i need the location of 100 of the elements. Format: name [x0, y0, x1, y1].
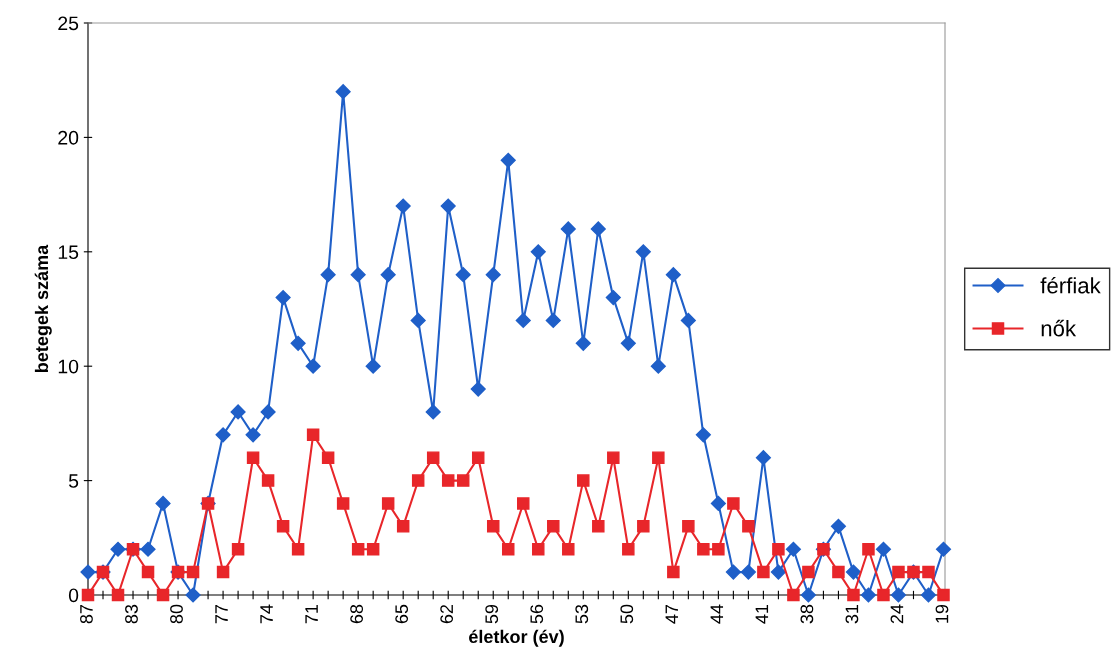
point	[862, 542, 875, 556]
point	[620, 335, 636, 351]
point	[396, 520, 410, 533]
point	[802, 565, 815, 579]
point	[680, 312, 696, 329]
point	[635, 244, 651, 260]
point	[920, 587, 937, 603]
point	[590, 221, 606, 237]
x-tick-label: 87	[80, 604, 93, 624]
point	[471, 451, 485, 464]
x-tick-label: 56	[530, 604, 544, 624]
point	[456, 474, 470, 487]
point	[772, 542, 785, 556]
point	[515, 312, 531, 329]
x-tick-label: 24	[890, 604, 904, 624]
point	[231, 542, 245, 556]
y-tick-label: 20	[58, 130, 79, 145]
point	[770, 564, 786, 580]
point	[665, 267, 681, 283]
x-tick-label: 41	[755, 604, 769, 624]
x-tick-label: 47	[665, 604, 679, 624]
point	[562, 542, 575, 556]
x-tick-label: 53	[575, 604, 589, 624]
point	[411, 474, 425, 487]
point	[697, 542, 710, 556]
point	[440, 198, 456, 214]
point	[111, 588, 125, 602]
point	[860, 587, 877, 603]
point	[875, 541, 892, 557]
point	[381, 497, 395, 510]
legend-label: nők	[1041, 319, 1077, 337]
y-tick-label: 0	[68, 588, 79, 603]
point	[577, 474, 590, 487]
point	[470, 381, 486, 397]
point	[517, 497, 530, 510]
point	[710, 495, 726, 512]
point	[276, 520, 290, 533]
point	[395, 198, 411, 214]
y-tick-label: 10	[58, 359, 79, 374]
point	[637, 520, 650, 533]
point	[141, 565, 155, 579]
x-tick-label: 71	[305, 604, 318, 624]
x-tick-label: 68	[350, 604, 363, 624]
point	[652, 451, 665, 464]
point	[787, 588, 800, 602]
point	[410, 312, 426, 329]
point	[755, 450, 771, 466]
point	[426, 451, 440, 464]
x-tick-label: 83	[125, 604, 138, 624]
point	[800, 587, 816, 603]
point	[667, 565, 680, 579]
point	[622, 542, 635, 556]
point	[455, 267, 471, 283]
x-axis-title: életkor (év)	[469, 629, 564, 647]
point	[682, 520, 695, 533]
point	[605, 289, 621, 306]
point	[80, 564, 96, 580]
point	[351, 542, 365, 556]
point	[216, 565, 230, 579]
point	[845, 564, 862, 580]
point	[306, 428, 320, 442]
point	[321, 451, 335, 464]
point	[725, 564, 741, 580]
point	[935, 541, 952, 557]
point	[320, 267, 336, 283]
point	[877, 588, 890, 602]
point	[290, 335, 306, 351]
point	[366, 542, 380, 556]
x-tick-label: 74	[260, 604, 273, 624]
point	[156, 588, 170, 602]
point	[832, 565, 845, 579]
point	[365, 358, 381, 374]
point	[785, 541, 801, 557]
point	[275, 289, 291, 306]
point	[215, 427, 231, 443]
point	[350, 267, 366, 283]
point	[425, 404, 441, 420]
point	[501, 542, 515, 556]
point	[545, 312, 561, 329]
point	[245, 427, 261, 443]
point	[532, 542, 545, 556]
point	[890, 587, 907, 603]
point	[110, 541, 126, 557]
y-tick-label: 15	[58, 245, 79, 260]
point	[246, 451, 260, 464]
y-axis-title: betegek száma	[34, 244, 52, 373]
point	[757, 565, 770, 579]
point	[140, 541, 156, 557]
point	[185, 587, 201, 603]
point	[260, 404, 276, 420]
point	[380, 267, 396, 283]
x-tick-label: 80	[170, 604, 183, 624]
point	[695, 427, 711, 443]
x-tick-label: 65	[395, 604, 409, 624]
point	[592, 520, 605, 533]
point	[335, 84, 351, 100]
point	[847, 588, 860, 602]
point	[155, 495, 171, 512]
point	[500, 152, 516, 168]
y-tick-label: 25	[58, 16, 79, 31]
